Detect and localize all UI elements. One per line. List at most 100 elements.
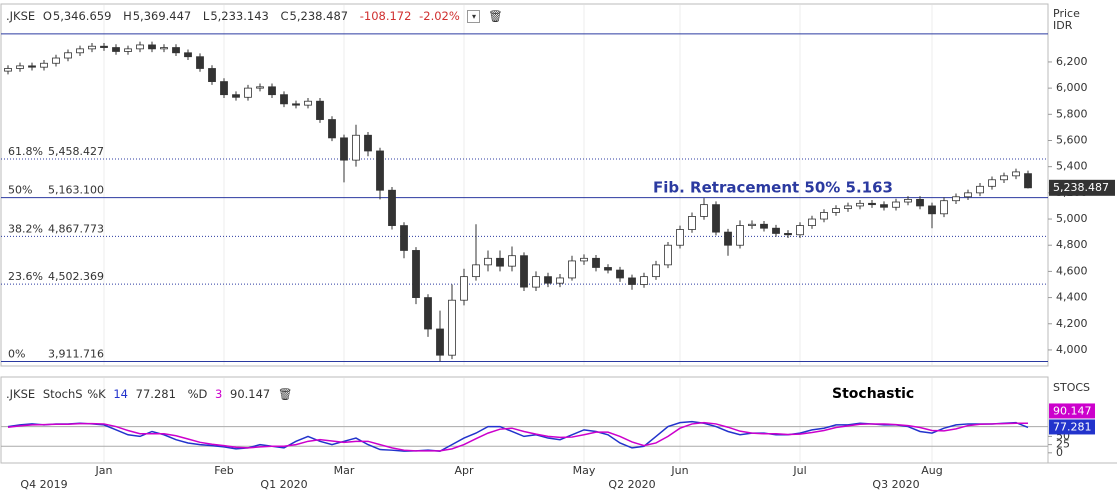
candle-body (952, 196, 960, 202)
fib-value-label: 4,867.773 (48, 222, 104, 235)
key: C (280, 9, 289, 23)
x-tick-label: Jul (792, 464, 806, 477)
candle-body (376, 150, 384, 191)
candle-body (52, 57, 60, 64)
symbol: .JKSE (6, 9, 36, 23)
candle-body (544, 276, 552, 284)
candle-body (100, 45, 108, 48)
y-tick-label: 4,400 (1056, 291, 1088, 304)
fib-label: 23.6% (8, 270, 43, 283)
candle-body (964, 192, 972, 198)
price-panel (0, 3, 1049, 367)
candle-body (1000, 175, 1008, 181)
x-group-label: Q1 2020 (260, 478, 307, 491)
candle-body (628, 277, 636, 285)
candle-body (412, 250, 420, 298)
delete-icon[interactable]: 🗑 (277, 387, 293, 401)
candle-body (232, 94, 240, 98)
candle-body (124, 48, 132, 52)
candle-body (1024, 173, 1032, 189)
x-tick-label: Feb (214, 464, 233, 477)
candle-body (568, 260, 576, 279)
y-tick-label: 5,000 (1056, 212, 1088, 225)
candle-body (904, 198, 912, 203)
fib-label: 50% (8, 184, 32, 197)
candle-body (820, 212, 828, 220)
d-value-box (1049, 403, 1095, 419)
x-group-label: Q2 2020 (608, 478, 655, 491)
candle-body (292, 103, 300, 106)
k-key: %K (87, 387, 106, 401)
candle-body (616, 269, 624, 279)
candle-body (196, 56, 204, 69)
candle-body (388, 189, 396, 226)
fib-value-label: 5,458.427 (48, 145, 104, 158)
k-value-label: 77.281 (1053, 420, 1092, 433)
candle-body (676, 229, 684, 246)
x-tick-label: Jan (95, 464, 113, 477)
candle-body (88, 45, 96, 50)
candle-body (184, 52, 192, 58)
ohlc-l: L5,233.143 (203, 9, 273, 23)
candle-body (700, 204, 708, 217)
ohlc-c: C5,238.487 (281, 9, 353, 23)
key: O (42, 9, 52, 23)
candle-body (484, 257, 492, 266)
candle-body (868, 202, 876, 206)
candle-body (784, 233, 792, 236)
candle-body (508, 255, 516, 267)
y-tick-label: 4,000 (1056, 343, 1088, 356)
fib-label: 0% (8, 348, 25, 361)
value: 5,233.143 (210, 9, 269, 23)
x-tick-label: May (573, 464, 596, 477)
fib-value-label: 4,502.369 (48, 270, 104, 283)
price-header: .JKSE O5,346.659 H5,369.447 L5,233.143 C… (6, 9, 507, 23)
candle-body (64, 52, 72, 59)
x-group-label: Q4 2019 (20, 478, 67, 491)
stoch-header: .JKSE StochS %K 14 77.281 %D 3 90.147 🗑 (6, 387, 297, 401)
last-price-label: 5,238.487 (1053, 181, 1109, 194)
candle-body (640, 276, 648, 285)
candle-body (856, 202, 864, 207)
candle-body (832, 208, 840, 213)
y-tick-label: 25 (1056, 438, 1070, 451)
y-unit: IDR (1053, 19, 1073, 32)
value: 5,238.487 (289, 9, 349, 23)
y-tick-label: 5,600 (1056, 133, 1088, 146)
delete-icon[interactable]: 🗑 (488, 9, 503, 23)
candle-body (460, 276, 468, 301)
candle-body (352, 134, 360, 161)
d-value-label: 90.147 (1053, 404, 1092, 417)
candle-body (520, 255, 528, 288)
x-tick-label: Jun (670, 464, 688, 477)
candle-body (280, 94, 288, 105)
candle-body (580, 257, 588, 262)
k-period: 14 (113, 387, 128, 401)
candle-body (340, 137, 348, 161)
candle-body (760, 223, 768, 229)
y-tick-label: 4,600 (1056, 264, 1088, 277)
dropdown[interactable]: ▾ (467, 10, 481, 23)
candle-body (16, 65, 24, 69)
key: L (202, 9, 210, 23)
candle-body (664, 244, 672, 266)
candle-body (736, 225, 744, 246)
stoch-axis-label: STOCS (1053, 381, 1090, 394)
candle-body (208, 68, 216, 82)
y-tick-label: 6,200 (1056, 55, 1088, 68)
last-price-box (1049, 179, 1115, 196)
candle-body (604, 267, 612, 271)
candle-body (448, 299, 456, 356)
candle-body (844, 205, 852, 209)
candle-body (172, 47, 180, 54)
candle-body (244, 87, 252, 98)
stoch-line (7, 421, 1029, 452)
x-group-label: Q3 2020 (872, 478, 919, 491)
candle-body (136, 44, 144, 50)
candle-body (496, 257, 504, 267)
candle-body (112, 47, 120, 52)
ohlc-h: H5,369.447 (123, 9, 195, 23)
key: H (123, 9, 132, 23)
candle-body (316, 100, 324, 120)
fib-label: 61.8% (8, 145, 43, 158)
